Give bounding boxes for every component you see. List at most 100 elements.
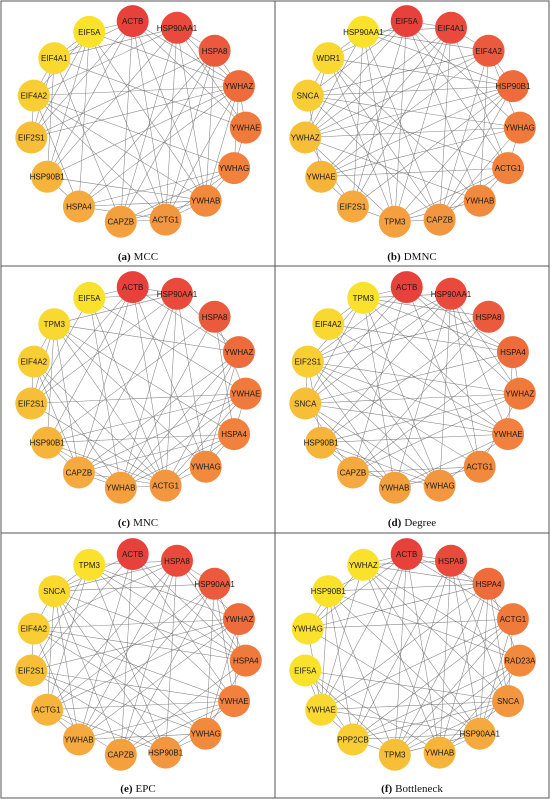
panel-e-edge (54, 591, 122, 755)
panel-f-node: YWHAB (423, 736, 456, 769)
panel-d-node: SNCA (289, 387, 322, 420)
panel-b-edge (321, 167, 509, 177)
panel-f-edge (328, 583, 489, 592)
panel-d-edge (328, 323, 513, 353)
panel-a-edge (89, 31, 239, 87)
panel-f-node-label: ACTG1 (500, 615, 527, 624)
panel-a-node: EIF2S1 (15, 121, 48, 154)
panel-c-node: EIF4A2 (17, 345, 50, 378)
panel-a-edge (165, 50, 215, 220)
panel-c-node: TPM3 (38, 308, 71, 341)
panel-f-letter: (f) (381, 783, 392, 795)
panel-d-edge (363, 297, 396, 488)
panel-c-node-label: HSPA8 (202, 313, 228, 322)
panel-f-edge (321, 583, 489, 710)
panel-e-edge (31, 670, 235, 702)
panel-b-node-label: EIF4A2 (475, 47, 502, 56)
panel-f-edge (328, 590, 520, 661)
panel-e-edge (33, 628, 80, 740)
panel-b-edge (328, 58, 440, 220)
panel-e-edge (46, 564, 90, 710)
panel-c-edge (31, 403, 166, 486)
panel-a-node-circle (31, 160, 64, 193)
panel-c-edge (47, 433, 235, 443)
panel-a-edge (132, 20, 206, 201)
panel-c-node-circle (229, 377, 262, 410)
panel-d-edge (307, 293, 452, 362)
panel-d-edge (439, 293, 452, 486)
panel-c-node: YWHAB (104, 471, 137, 504)
panel-e-edge (47, 583, 215, 710)
panel-a-node: ACTG1 (149, 203, 182, 236)
panel-a-edge (31, 31, 90, 138)
panel-d-node-circle (492, 418, 525, 451)
panel-c-edge (31, 293, 178, 404)
panel-e-node-label: YWHAE (219, 697, 248, 706)
panel-c-edge (132, 286, 240, 353)
panel-c-node-circle (73, 281, 106, 314)
panel-f-edge (363, 564, 440, 753)
panel-e-edge (47, 618, 240, 710)
panel-f-node-label: HSPA4 (476, 580, 502, 589)
panel-b-node: YWHAG (503, 111, 536, 144)
panel-c-nodes: ACTB HSP90AA1 HSPA8 YWHAZ YWHAE HSPA4 YWHAG ACT… (15, 271, 262, 504)
panel-d-node-label: CAPZB (340, 469, 367, 478)
panel-b-node-label: EIF5A (396, 17, 419, 26)
panel-d-node-label: ACTG1 (466, 463, 493, 472)
panel-b-node-label: EIF4A1 (438, 24, 465, 33)
panel-e-node-label: YWHAG (191, 730, 221, 739)
panel-b-node-label: YWHAB (465, 197, 494, 206)
panel-a-node-circle (62, 190, 95, 223)
panel-b-node-label: TPM3 (384, 218, 406, 227)
panel-b-edge (305, 137, 395, 222)
panel-f-edge (328, 591, 396, 755)
panel-b-node-circle (390, 5, 423, 38)
panel-f-node-label: ACTB (396, 550, 417, 559)
panel-d-edge (406, 286, 480, 467)
panel-a-nodes: ACTB HSP90AA1 HSPA8 YWHAZ YWHAE YWHAG YWHAB ACT… (15, 5, 262, 238)
panel-b-edge (307, 95, 440, 220)
panel-c-node: CAPZB (62, 456, 95, 489)
panel-c-node-label: HSPA4 (221, 430, 247, 439)
panel-d-edge (307, 361, 396, 488)
panel-b-node-label: WDR1 (317, 54, 341, 63)
panel-e-edge (165, 560, 178, 753)
panel-d: ACTB HSP90AA1 HSPA8 HSPA4 YWHAZ YWHAE ACTG1 YWH… (289, 271, 536, 529)
panel-b-node-circle (289, 121, 322, 154)
panel-d-method: Degree (404, 517, 436, 529)
panel-c-node-label: ACTB (122, 283, 143, 292)
panel-c-node-label: YWHAE (231, 390, 260, 399)
panel-b-edge (439, 85, 514, 220)
panel-b-node: YWHAZ (289, 121, 322, 154)
panel-f-node-circle (312, 575, 345, 608)
panel-d-edge (328, 323, 509, 435)
panel-c-edge (54, 324, 80, 473)
panel-a: ACTB HSP90AA1 HSPA8 YWHAZ YWHAE YWHAG YWHAB ACT… (15, 5, 262, 263)
panel-d-node-label: YWHAZ (505, 390, 534, 399)
panel-a-node-label: ACTG1 (152, 216, 179, 225)
panel-a-edge (54, 57, 246, 128)
panel-d-node-label: EIF4A2 (315, 320, 342, 329)
panel-b-node: SNCA (291, 79, 324, 112)
panel-a-node-label: YWHAE (231, 124, 260, 133)
panel-c-node-label: YWHAG (191, 463, 221, 472)
panel-c-node-label: EIF4A2 (20, 358, 47, 367)
panel-e-edge (120, 554, 133, 755)
panel-c-edge (205, 352, 240, 467)
panel-a-edge (165, 27, 178, 220)
panel-c-edge (33, 361, 80, 473)
panel-a-node: HSP90B1 (30, 160, 65, 193)
panel-a-node-label: HSPA8 (202, 47, 228, 56)
panel-e-edge (132, 553, 246, 661)
panel-e-node-circle (222, 603, 255, 636)
panel-f-edge (363, 564, 509, 702)
panel-d-edge (307, 316, 489, 362)
panel-a-edge (120, 167, 235, 222)
panel-a-edge (47, 85, 240, 177)
panel-b-edge (305, 85, 513, 138)
panel-e-edge (31, 564, 90, 671)
panel-b-edge (394, 21, 407, 222)
panel-b-node: CAPZB (423, 203, 456, 236)
panel-f-edge (320, 591, 329, 710)
